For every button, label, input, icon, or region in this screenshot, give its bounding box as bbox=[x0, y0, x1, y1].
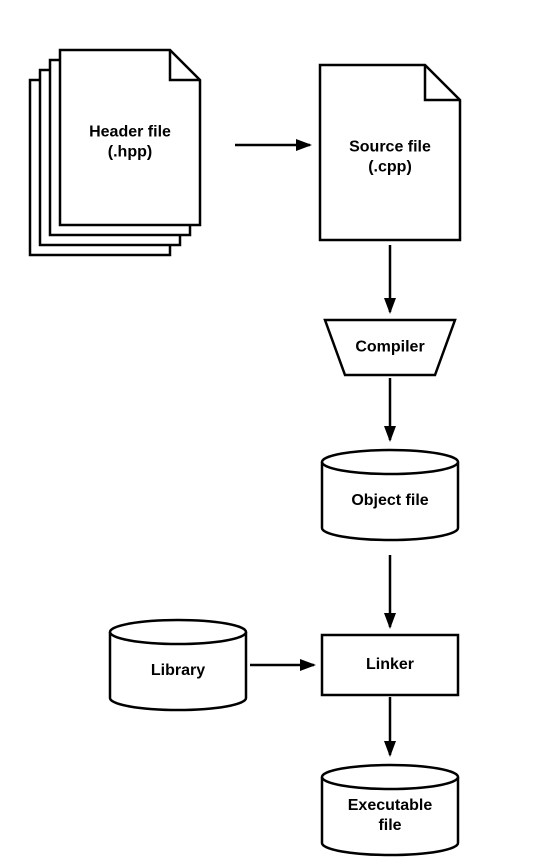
compiler-node: Compiler bbox=[325, 320, 455, 375]
library-node: Library bbox=[110, 620, 246, 710]
header-node: Header file (.hpp) bbox=[30, 50, 200, 255]
executable-label-2: file bbox=[378, 817, 401, 834]
linker-label: Linker bbox=[366, 656, 414, 673]
library-label: Library bbox=[151, 662, 205, 679]
source-node: Source file (.cpp) bbox=[320, 65, 460, 240]
executable-label-1: Executable bbox=[348, 797, 433, 814]
source-label-2: (.cpp) bbox=[368, 159, 412, 176]
header-label-1: Header file bbox=[89, 124, 171, 141]
compiler-label: Compiler bbox=[355, 339, 424, 356]
executable-node: Executable file bbox=[322, 765, 458, 855]
source-label-1: Source file bbox=[349, 139, 431, 156]
object-node: Object file bbox=[322, 450, 458, 540]
object-label: Object file bbox=[351, 492, 428, 509]
header-label-2: (.hpp) bbox=[108, 144, 152, 161]
linker-node: Linker bbox=[322, 635, 458, 695]
